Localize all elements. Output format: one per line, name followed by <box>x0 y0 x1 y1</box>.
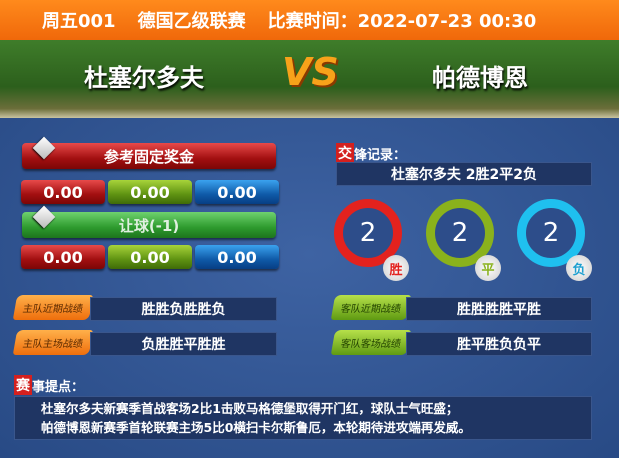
fixed-odds-loss[interactable]: 0.00 <box>195 180 279 204</box>
h2h-title: 锋记录： <box>354 147 407 163</box>
away-team: 帕德博恩 <box>432 64 528 92</box>
away-away-tag: 客队客场战绩 <box>330 330 412 355</box>
fixed-odds-title: 参考固定奖金 <box>22 143 276 169</box>
tips-icon: 赛 <box>14 375 32 395</box>
home-team: 杜塞尔多夫 <box>84 64 204 92</box>
tips-title: 事提点： <box>32 379 85 395</box>
tip-line: 杜塞尔多夫新赛季首战客场2比1击败马格德堡取得开门红，球队士气旺盛； <box>41 401 459 416</box>
fixed-odds-label: 参考固定奖金 <box>103 147 194 166</box>
handicap-label: 让球(-1) <box>118 216 180 235</box>
tip-line: 帕德博恩新赛季首轮联赛主场5比0横扫卡尔斯鲁厄，本轮期待进攻端再发威。 <box>41 420 471 435</box>
home-home-form: 负胜胜平胜胜 <box>90 332 277 356</box>
fixed-odds-draw[interactable]: 0.00 <box>108 180 192 204</box>
loss-count: 2 <box>542 218 560 248</box>
handicap-odds-loss[interactable]: 0.00 <box>195 245 279 269</box>
loss-badge: 负 <box>566 255 592 281</box>
handicap-odds-draw[interactable]: 0.00 <box>108 245 192 269</box>
draw-count: 2 <box>451 218 469 248</box>
league-name: 德国乙级联赛 <box>137 11 246 32</box>
handicap-odds-win[interactable]: 0.00 <box>21 245 105 269</box>
match-header: 周五001 德国乙级联赛 比赛时间：2022-07-23 00:30 <box>0 0 619 40</box>
home-recent-tag: 主队近期战绩 <box>12 295 94 320</box>
away-recent-tag: 客队近期战绩 <box>330 295 412 320</box>
draw-badge: 平 <box>475 255 501 281</box>
tips-heading: 赛 事提点： <box>14 375 84 395</box>
handicap-title: 让球(-1) <box>22 212 276 238</box>
fixed-odds-win[interactable]: 0.00 <box>21 180 105 204</box>
vs-logo: VS <box>282 50 339 94</box>
match-number: 周五001 <box>42 11 116 32</box>
h2h-heading: 交 锋记录： <box>336 143 406 163</box>
h2h-icon: 交 <box>336 143 354 163</box>
win-count: 2 <box>359 218 377 248</box>
match-time: 比赛时间：2022-07-23 00:30 <box>267 11 537 32</box>
home-home-tag: 主队主场战绩 <box>12 330 94 355</box>
away-recent-form: 胜胜胜胜平胜 <box>406 297 592 321</box>
loss-ring: 2 <box>517 199 585 267</box>
home-recent-form: 胜胜负胜胜负 <box>90 297 277 321</box>
win-badge: 胜 <box>383 255 409 281</box>
tips-box: 杜塞尔多夫新赛季首战客场2比1击败马格德堡取得开门红，球队士气旺盛； 帕德博恩新… <box>14 396 592 440</box>
away-away-form: 胜平胜负负平 <box>406 332 592 356</box>
pitch-banner <box>0 40 619 118</box>
h2h-summary: 杜塞尔多夫 2胜2平2负 <box>336 162 592 186</box>
